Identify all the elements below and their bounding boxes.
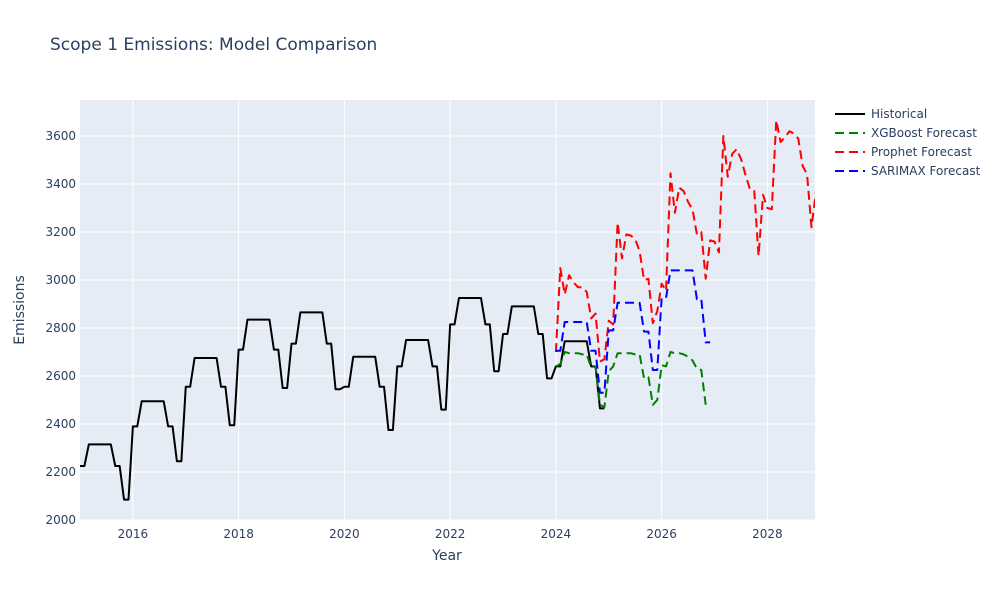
y-tick-label: 2000: [45, 513, 76, 527]
plot-area: [80, 100, 815, 520]
y-tick-label: 3200: [45, 225, 76, 239]
ticks: 2016 2018 2020 2022 2024 2026 2028 2000 2200 2400…: [45, 129, 782, 541]
y-tick-label: 3600: [45, 129, 76, 143]
grid: [80, 100, 815, 521]
y-tick-label: 2200: [45, 465, 76, 479]
legend-label-sarimax-forecast: SARIMAX Forecast: [871, 164, 981, 178]
y-tick-label: 3000: [45, 273, 76, 287]
y-tick-label: 2400: [45, 417, 76, 431]
y-tick-label: 2800: [45, 321, 76, 335]
legend: Historical XGBoost Forecast Prophet Foreca…: [835, 107, 981, 178]
legend-label-prophet-forecast: Prophet Forecast: [871, 145, 972, 159]
x-tick-label: 2022: [435, 527, 466, 541]
x-tick-label: 2018: [223, 527, 254, 541]
x-tick-label: 2024: [541, 527, 572, 541]
series-layer: [80, 119, 815, 501]
x-tick-label: 2026: [646, 527, 677, 541]
series-line-historical: [80, 297, 605, 501]
x-tick-label: 2020: [329, 527, 360, 541]
x-tick-label: 2028: [752, 527, 783, 541]
series-line-sarimax-forecast: [555, 269, 711, 394]
x-tick-label: 2016: [118, 527, 149, 541]
y-tick-label: 3400: [45, 177, 76, 191]
chart-title: Scope 1 Emissions: Model Comparison: [50, 35, 377, 55]
x-axis-title: Year: [431, 548, 462, 564]
y-tick-label: 2600: [45, 369, 76, 383]
legend-label-xgboost-forecast: XGBoost Forecast: [871, 126, 977, 140]
y-axis-title: Emissions: [12, 275, 28, 345]
series-line-prophet-forecast: [554, 119, 815, 363]
legend-label-historical: Historical: [871, 107, 927, 121]
